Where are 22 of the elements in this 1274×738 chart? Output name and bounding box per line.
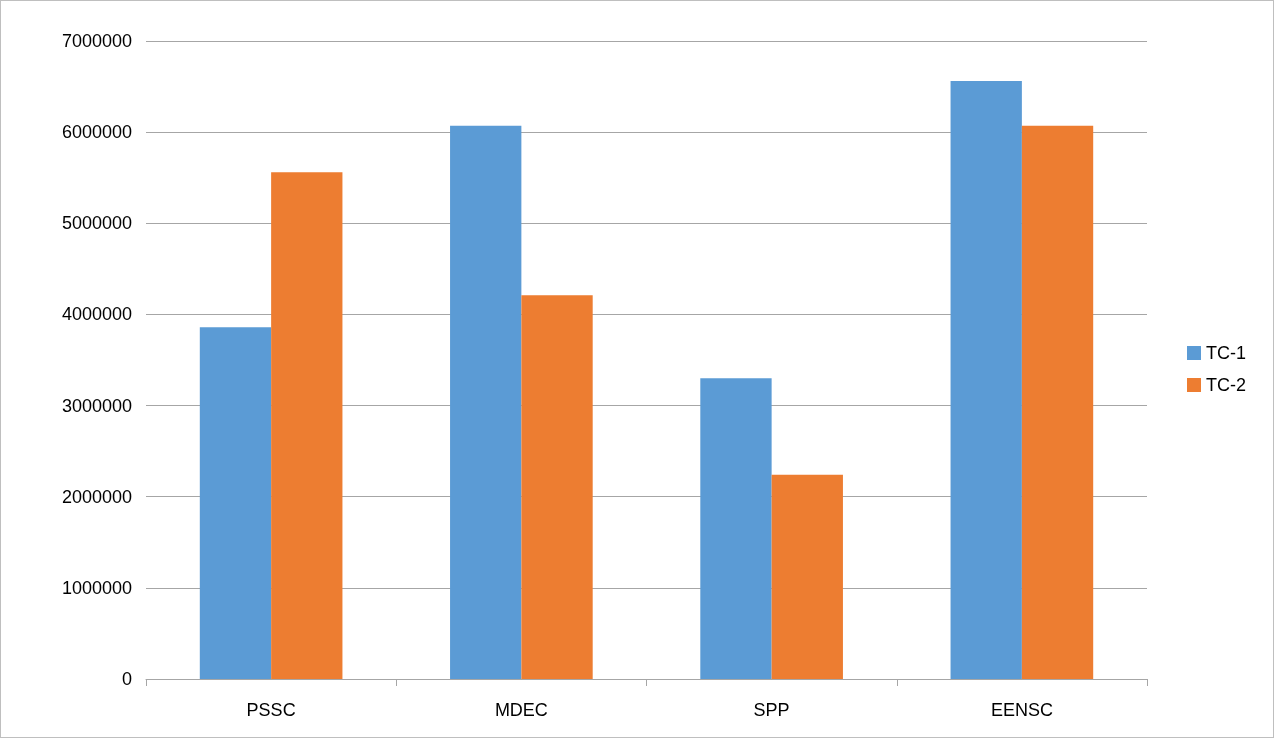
y-tick-label: 1000000 xyxy=(61,577,132,598)
bar xyxy=(1021,125,1094,679)
bar xyxy=(199,327,272,679)
bar xyxy=(450,125,522,679)
legend-label: TC-1 xyxy=(1206,343,1246,363)
legend-label: TC-2 xyxy=(1206,375,1246,395)
bar xyxy=(771,474,843,679)
y-tick-label: 2000000 xyxy=(61,486,132,507)
y-tick-label: 5000000 xyxy=(61,213,132,234)
y-tick-label: 4000000 xyxy=(61,304,132,325)
bar xyxy=(950,81,1022,679)
x-tick-label: PSSC xyxy=(246,700,296,720)
y-tick-label: 0 xyxy=(121,669,132,689)
y-tick-label: 7000000 xyxy=(61,31,132,51)
y-tick-label: 3000000 xyxy=(61,395,132,416)
y-tick-label: 6000000 xyxy=(61,122,132,143)
bar xyxy=(521,295,593,679)
x-tick-label: SPP xyxy=(753,700,790,720)
x-tick-label: EENSC xyxy=(990,700,1053,720)
bar xyxy=(700,378,772,679)
bar xyxy=(271,172,343,679)
x-tick-label: MDEC xyxy=(494,700,548,720)
